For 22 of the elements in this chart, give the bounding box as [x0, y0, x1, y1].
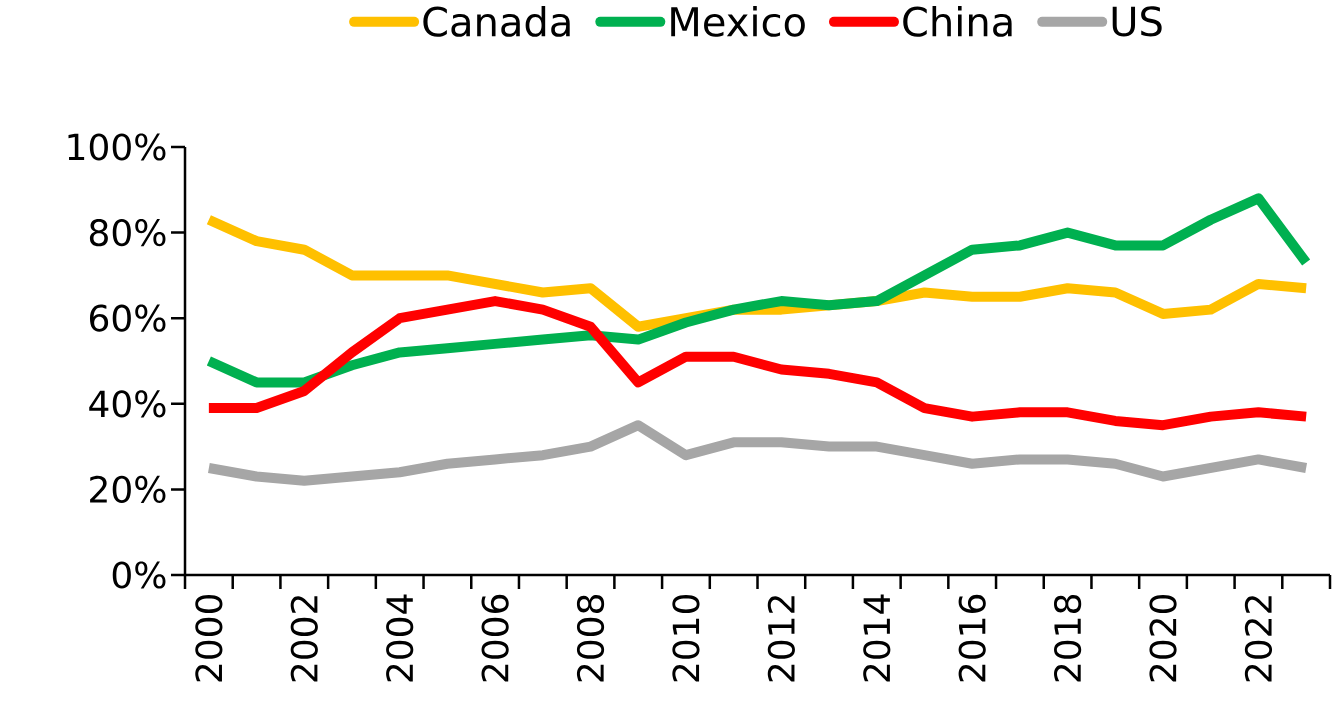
x-tick-label: 2020 — [1149, 594, 1177, 682]
legend-label: Mexico — [671, 5, 805, 37]
x-tick-label: 2022 — [1244, 596, 1273, 682]
x-tick-label: 2002 — [290, 596, 318, 682]
x-tick-label: 2006 — [481, 594, 509, 682]
y-tick-label: 60% — [89, 304, 166, 332]
legend-label: China — [903, 5, 1012, 37]
y-tick-label: 100% — [68, 133, 166, 161]
legend-label: US — [1112, 6, 1162, 37]
y-tick-label: 40% — [89, 390, 166, 418]
x-tick-label: 2010 — [672, 594, 700, 682]
x-tick-label: 2014 — [863, 594, 891, 682]
y-tick-label: 80% — [89, 218, 166, 247]
x-tick-label: 2012 — [767, 596, 795, 682]
x-tick-label: 2008 — [576, 595, 605, 682]
x-tick-label: 2018 — [1054, 595, 1082, 682]
x-tick-label: 2016 — [958, 594, 986, 682]
x-tick-label: 2000 — [195, 594, 223, 682]
legend-label: Canada — [423, 5, 570, 37]
x-tick-label: 2004 — [386, 594, 414, 682]
y-tick-label: 20% — [90, 475, 166, 503]
y-tick-label: 0% — [112, 561, 166, 589]
